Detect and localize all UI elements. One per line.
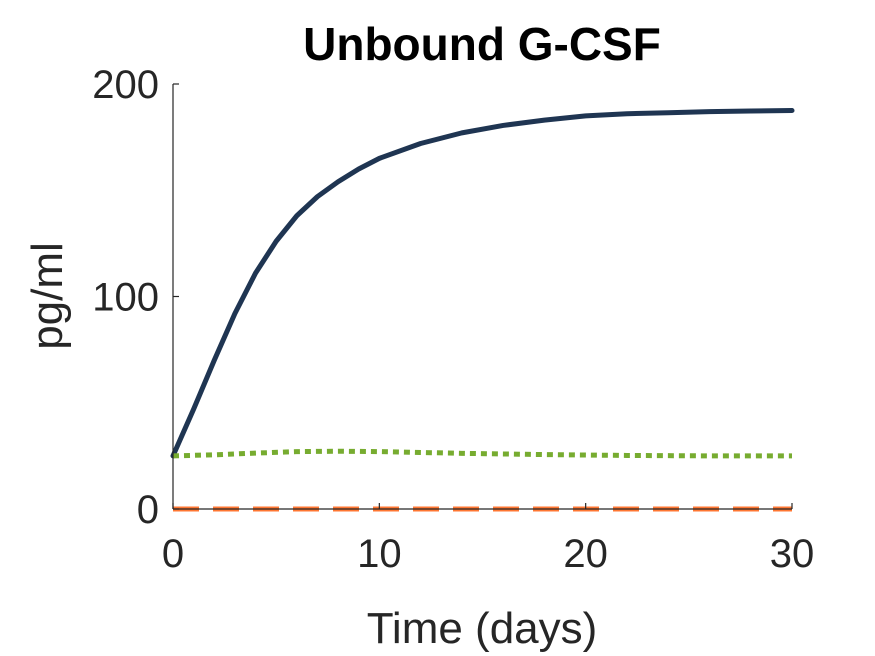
y-tick-label: 0	[137, 488, 159, 532]
chart-title: Unbound G-CSF	[303, 18, 661, 70]
x-tick-label: 20	[563, 532, 608, 576]
x-axis-label: Time (days)	[367, 604, 598, 653]
series-line-solid	[170, 108, 795, 459]
x-tick-label: 0	[162, 532, 184, 576]
x-ticks: 0 10 20 30	[162, 503, 814, 576]
y-tick-label: 100	[92, 276, 159, 320]
series-line-dotted	[172, 448, 792, 459]
x-tick-label: 10	[357, 532, 402, 576]
y-ticks: 0 100 200	[92, 63, 179, 532]
y-tick-label: 200	[92, 63, 159, 107]
plot-lines	[170, 108, 795, 512]
y-axis-label: pg/ml	[23, 242, 72, 350]
x-tick-label: 30	[770, 532, 815, 576]
